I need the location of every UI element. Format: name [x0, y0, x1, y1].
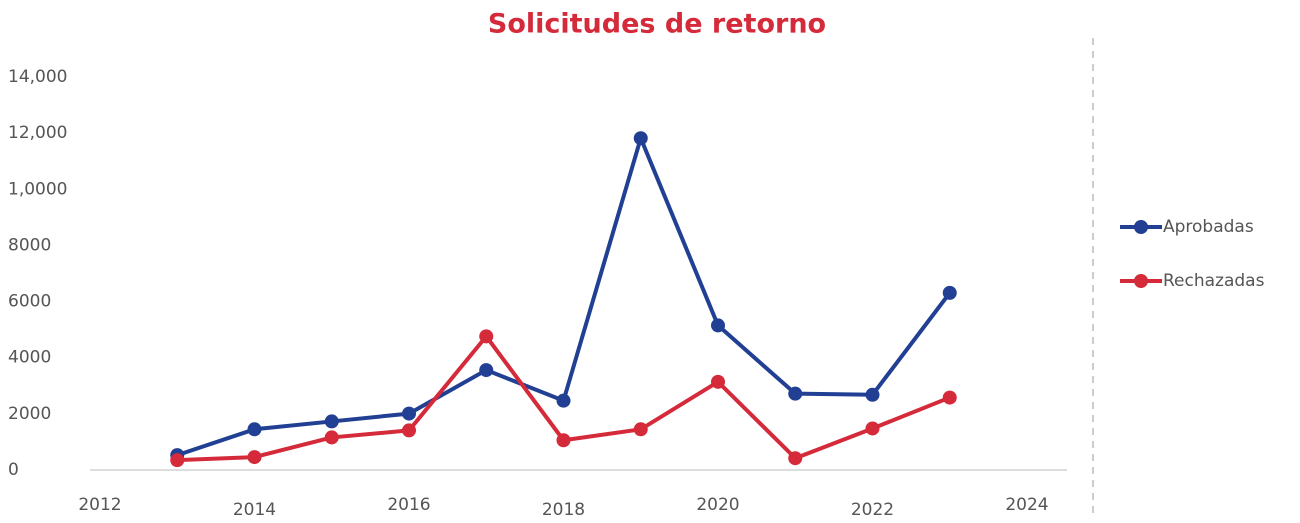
legend-label: Rechazadas — [1163, 271, 1265, 291]
data-point — [556, 393, 571, 408]
y-tick-label: 2000 — [8, 404, 51, 424]
data-point — [402, 423, 416, 438]
legend-marker — [1134, 274, 1148, 288]
x-tick-label: 2024 — [1005, 495, 1048, 515]
y-tick-label: 8000 — [8, 235, 51, 255]
data-point — [788, 451, 803, 466]
x-tick-label: 2018 — [542, 500, 585, 519]
y-tick-label: 0 — [8, 460, 19, 480]
data-point — [479, 363, 494, 378]
legend-label: Aprobadas — [1163, 217, 1254, 237]
data-point — [711, 374, 725, 389]
data-point — [556, 433, 571, 448]
x-tick-label: 2012 — [78, 495, 121, 515]
data-point — [865, 387, 880, 402]
data-point — [633, 422, 648, 437]
data-point — [247, 450, 262, 465]
y-tick-label: 14,000 — [8, 67, 67, 87]
data-point — [324, 414, 339, 429]
data-point — [324, 430, 339, 445]
y-tick-label: 4000 — [8, 348, 51, 368]
data-point — [942, 390, 957, 405]
data-point — [170, 453, 185, 468]
data-point — [788, 386, 803, 401]
x-tick-label: 2016 — [387, 495, 430, 515]
x-tick-label: 2014 — [233, 500, 276, 519]
data-point — [402, 406, 416, 421]
data-point — [865, 421, 880, 436]
y-tick-label: 12,000 — [8, 123, 67, 143]
chart-title: Solicitudes de retorno — [488, 9, 826, 40]
y-tick-label: 6000 — [8, 292, 51, 312]
data-point — [942, 285, 957, 300]
y-tick-label: 1,0000 — [8, 179, 67, 199]
data-point — [479, 329, 494, 344]
data-point — [247, 422, 262, 437]
x-tick-label: 2020 — [696, 495, 739, 515]
data-point — [711, 318, 725, 333]
legend-marker — [1134, 220, 1148, 234]
x-tick-label: 2022 — [851, 500, 894, 519]
data-point — [633, 131, 648, 146]
